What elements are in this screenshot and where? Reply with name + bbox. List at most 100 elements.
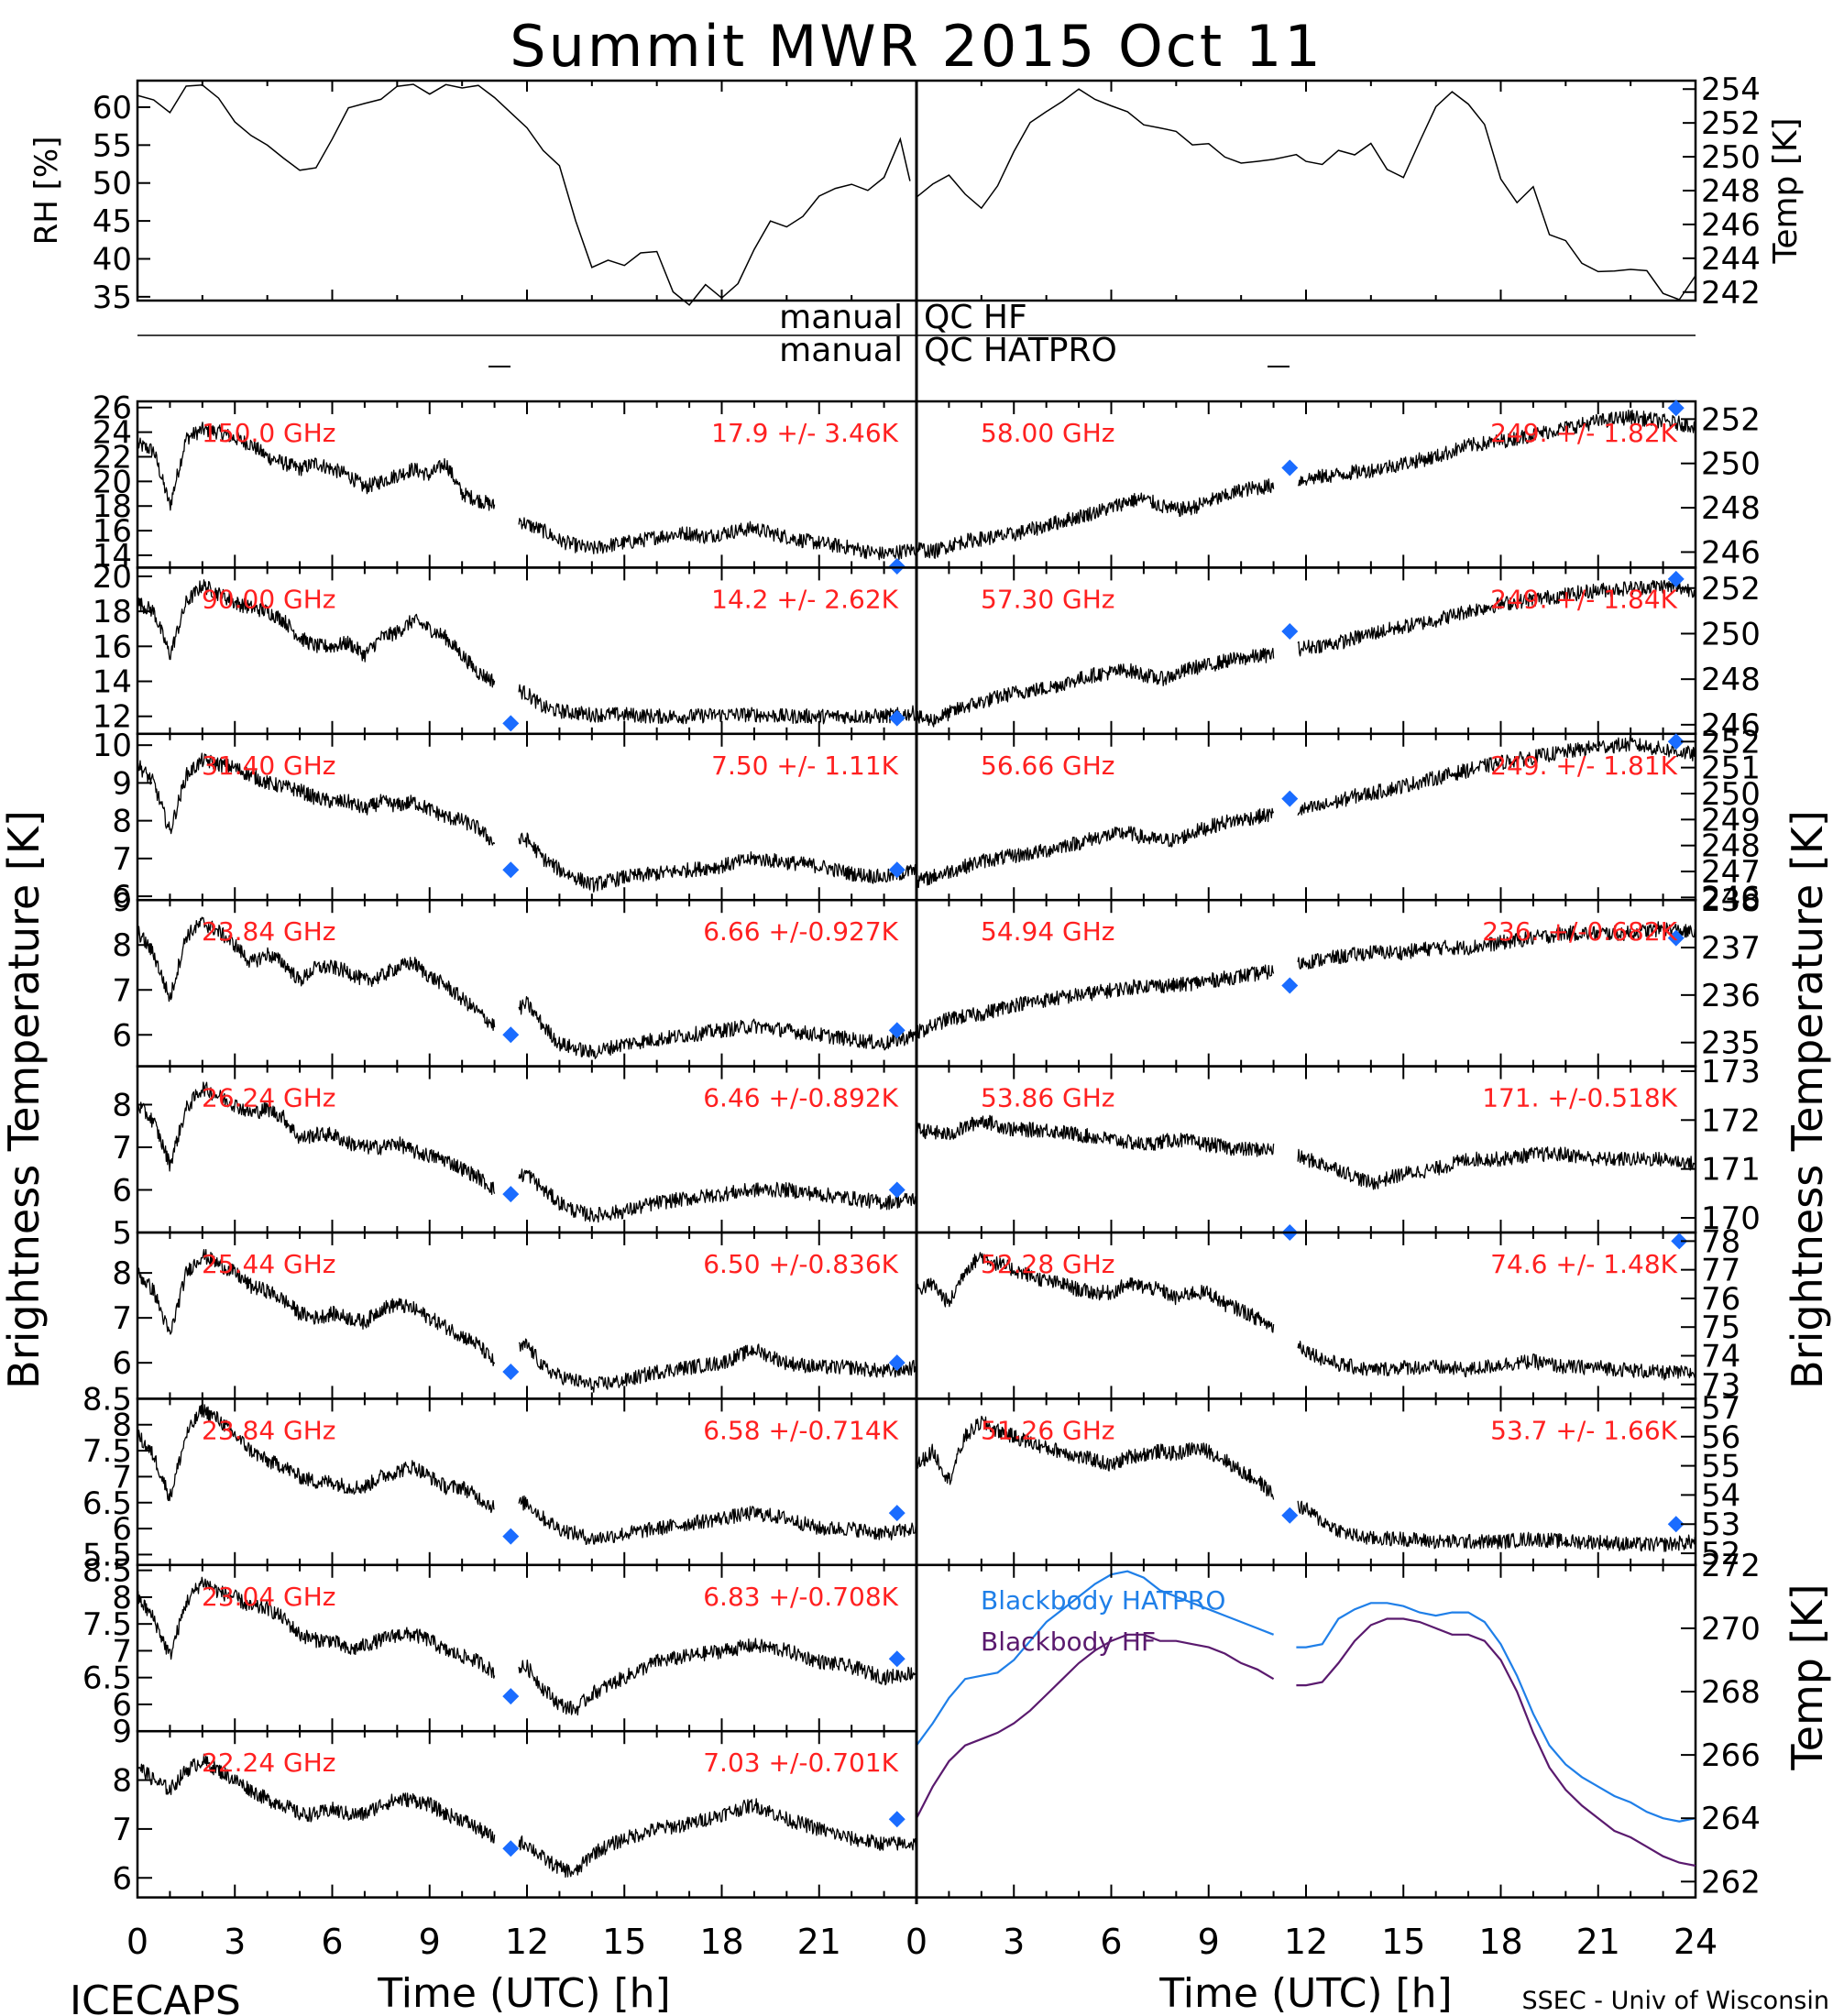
x-tick-label: 0 bbox=[126, 1922, 148, 1962]
y-tick-label: 250 bbox=[1701, 776, 1761, 813]
y-tick-label: 12 bbox=[93, 699, 132, 736]
footer-icecaps: ICECAPS bbox=[70, 1978, 241, 2016]
qc-hf-left-label: manual bbox=[779, 299, 903, 336]
series-trace bbox=[916, 1252, 1275, 1333]
y-tick-label: 246 bbox=[1701, 207, 1761, 244]
y-tick-label: 250 bbox=[1701, 616, 1761, 652]
y-tick-label: 76 bbox=[1701, 1281, 1740, 1318]
panel-c06: 25.44 GHz 6.50 +/-0.836K bbox=[136, 1231, 918, 1400]
model-marker bbox=[1667, 400, 1685, 417]
model-marker bbox=[502, 1688, 520, 1705]
series-trace bbox=[137, 752, 496, 846]
x-tick-label: 15 bbox=[1381, 1922, 1425, 1962]
y-tick-label: 7.5 bbox=[82, 1606, 132, 1643]
qc-hatpro-left-label: manual bbox=[779, 332, 903, 369]
footer-credit: SSEC - Univ of Wisconsin bbox=[1522, 1987, 1829, 2015]
y-tick-label: 254 bbox=[1701, 71, 1761, 108]
model-marker bbox=[502, 1840, 520, 1857]
qc-hatpro-right-label: QC HATPRO bbox=[924, 332, 1117, 369]
y-tick-label: 246 bbox=[1701, 534, 1761, 571]
y-tick-label: 60 bbox=[93, 90, 132, 126]
y-tick-label: 250 bbox=[1701, 139, 1761, 176]
stats-label: 249. +/- 1.82K bbox=[1490, 418, 1677, 448]
y-tick-label: 40 bbox=[93, 241, 132, 278]
y-tick-label: 238 bbox=[1701, 882, 1761, 919]
y-tick-label: 57 bbox=[1701, 1390, 1740, 1427]
x-axis-label-left: Time (UTC) [h] bbox=[377, 1970, 670, 2016]
x-tick-label: 15 bbox=[602, 1922, 646, 1962]
x-axis-label-right: Time (UTC) [h] bbox=[1158, 1970, 1452, 2016]
y-tick-label: 5 bbox=[112, 1215, 132, 1252]
series-trace bbox=[1297, 736, 1696, 816]
y-tick-label: 249 bbox=[1701, 802, 1761, 838]
y-tick-label: 7 bbox=[112, 1633, 132, 1670]
y-tick-label: 272 bbox=[1701, 1548, 1761, 1584]
y-tick-label: 73 bbox=[1701, 1367, 1740, 1404]
y-tick-label: 8 bbox=[112, 927, 132, 964]
stats-label: 7.50 +/- 1.11K bbox=[711, 751, 898, 781]
model-marker bbox=[1667, 1516, 1685, 1533]
stats-label: 6.46 +/-0.892K bbox=[703, 1083, 898, 1113]
y-tick-label: 266 bbox=[1701, 1737, 1761, 1774]
series-trace bbox=[518, 1338, 916, 1393]
y-tick-label: 6 bbox=[112, 1511, 132, 1548]
model-marker bbox=[888, 1505, 906, 1522]
y-tick-label: 9 bbox=[112, 882, 132, 919]
frequency-label: 25.44 GHz bbox=[202, 1249, 336, 1279]
y-tick-label: 9 bbox=[112, 1714, 132, 1750]
series-trace bbox=[137, 916, 496, 1031]
y-tick-label: 242 bbox=[1701, 275, 1761, 312]
y-tick-label: 247 bbox=[1701, 854, 1761, 891]
series-trace bbox=[916, 1415, 1275, 1500]
y-tick-label: 6.5 bbox=[82, 1485, 132, 1522]
y-tick-label: 75 bbox=[1701, 1309, 1740, 1346]
frequency-label: 54.94 GHz bbox=[981, 916, 1115, 947]
y-tick-label: 252 bbox=[1701, 105, 1761, 142]
y-tick-label: 6 bbox=[112, 1172, 132, 1209]
model-marker bbox=[888, 1650, 906, 1668]
y-tick-label: 8 bbox=[112, 804, 132, 840]
series-trace bbox=[916, 964, 1275, 1039]
model-marker bbox=[1667, 929, 1685, 947]
stats-label: 17.9 +/- 3.46K bbox=[711, 418, 898, 448]
model-marker bbox=[1281, 459, 1299, 477]
series-trace bbox=[916, 478, 1275, 559]
stats-label: 236. +/-0.682K bbox=[1482, 916, 1677, 947]
y-tick-label: 18 bbox=[93, 594, 132, 630]
y-tick-label: 8 bbox=[112, 1087, 132, 1123]
y-tick-label: 244 bbox=[1701, 241, 1761, 278]
panel-c13: 54.94 GHz 236. +/-0.682K bbox=[915, 898, 1697, 1068]
panel-blackbody: Blackbody HATPRO Blackbody HF bbox=[915, 1563, 1697, 1899]
frequency-label: 23.84 GHz bbox=[202, 916, 336, 947]
y-tick-label: 7 bbox=[112, 1459, 132, 1496]
stats-label: 249. +/- 1.81K bbox=[1490, 751, 1677, 781]
y-tick-label: 171 bbox=[1701, 1152, 1761, 1189]
frequency-label: 150.0 GHz bbox=[202, 418, 336, 448]
series-trace bbox=[1297, 921, 1696, 970]
y-tick-label: 18 bbox=[93, 488, 132, 525]
panel-c07: 23.84 GHz 6.58 +/-0.714K bbox=[136, 1397, 918, 1567]
y-tick-label: 236 bbox=[1701, 978, 1761, 1014]
y-tick-label: 7 bbox=[112, 972, 132, 1009]
series-trace bbox=[518, 1495, 916, 1546]
frequency-label: 52.28 GHz bbox=[981, 1249, 1115, 1279]
x-tick-label: 24 bbox=[1674, 1922, 1718, 1962]
y-tick-label: 7 bbox=[112, 1300, 132, 1337]
x-tick-label: 18 bbox=[699, 1922, 743, 1962]
y-tick-label: 10 bbox=[93, 728, 132, 764]
x-tick-label: 0 bbox=[906, 1922, 927, 1962]
x-tick-label: 21 bbox=[1576, 1922, 1620, 1962]
rh-axis-label: RH [%] bbox=[28, 137, 65, 246]
y-tick-label: 78 bbox=[1701, 1223, 1740, 1260]
frequency-label: 22.24 GHz bbox=[202, 1748, 336, 1778]
y-tick-label: 251 bbox=[1701, 751, 1761, 787]
stats-label: 14.2 +/- 2.62K bbox=[711, 584, 898, 614]
series-trace bbox=[518, 1638, 916, 1716]
met-line bbox=[137, 83, 911, 306]
x-tick-label: 9 bbox=[419, 1922, 441, 1962]
temp-axis-label-top: Temp [K] bbox=[1767, 117, 1805, 264]
y-tick-label: 52 bbox=[1701, 1536, 1740, 1572]
x-tick-label: 6 bbox=[1100, 1922, 1122, 1962]
y-tick-label: 54 bbox=[1701, 1477, 1740, 1514]
